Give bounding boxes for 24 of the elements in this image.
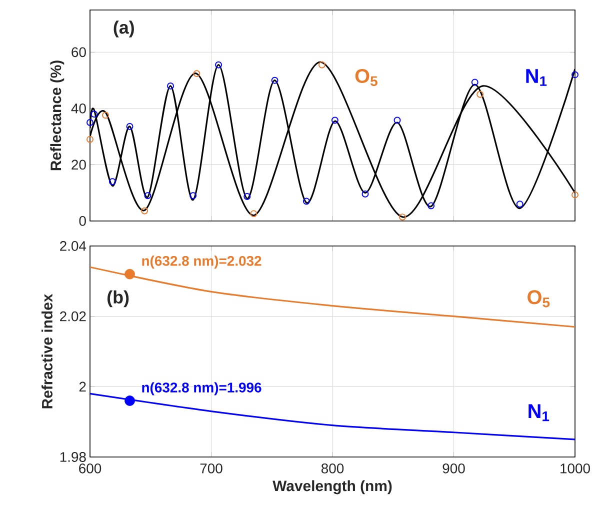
- y-axis-title: Reflectance (%): [50, 60, 64, 170]
- y-tick-label: 20: [72, 160, 86, 170]
- y-tick-label: 60: [72, 47, 86, 58]
- annotation: n(632.8 nm)=2.032: [142, 256, 262, 269]
- x-tick-label: 600: [79, 463, 102, 474]
- y-axis-title: Refractive index: [42, 294, 52, 408]
- x-tick-label: 800: [321, 463, 344, 474]
- series-label: O$_{5}$: [528, 290, 550, 308]
- series-label: O$_{5}$: [355, 68, 378, 86]
- y-tick-label: 0: [79, 216, 86, 226]
- x-axis-title: Wavelength (nm): [272, 480, 392, 494]
- y-tick-label: 2: [79, 382, 86, 392]
- y-tick-label: 2.04: [60, 241, 86, 251]
- series-label: N$_{1}$: [528, 404, 550, 422]
- annotation: (b): [108, 290, 129, 308]
- x-tick-label: 900: [442, 463, 465, 474]
- y-tick-label: 2.02: [60, 311, 86, 322]
- x-tick-label: 700: [200, 463, 222, 474]
- x-tick-label: 1000: [560, 463, 590, 474]
- annotation: (a): [114, 20, 134, 38]
- y-tick-label: 40: [71, 104, 86, 114]
- y-tick-label: 1.98: [60, 452, 86, 462]
- series-label: N$_{1}$: [526, 69, 547, 86]
- annotation: n(632.8 nm)=1.996: [142, 382, 262, 396]
